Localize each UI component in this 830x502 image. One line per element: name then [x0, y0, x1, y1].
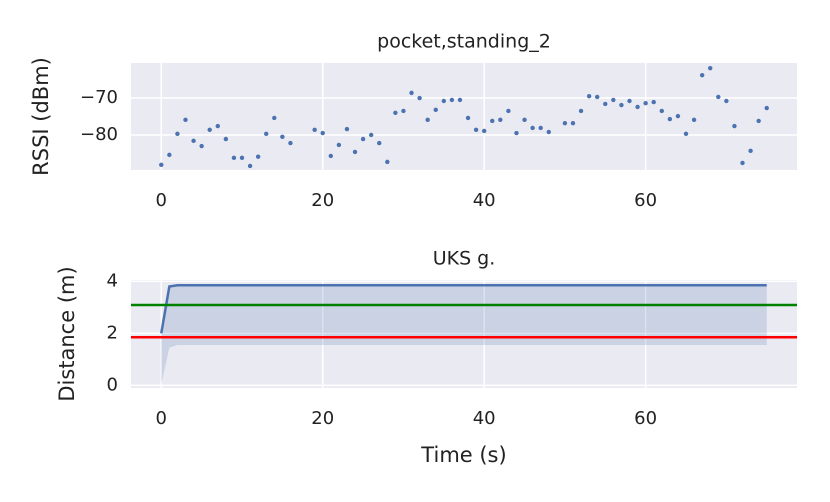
data-point	[522, 117, 527, 123]
x-tick-label: 60	[634, 190, 657, 211]
data-point	[748, 148, 753, 154]
data-point	[724, 98, 729, 104]
data-point	[457, 97, 463, 103]
data-point	[659, 108, 664, 114]
data-point	[320, 130, 325, 136]
chart-title: pocket,standing_2	[377, 31, 551, 53]
data-point	[360, 136, 366, 142]
x-tick-label: 0	[156, 190, 167, 211]
x-tick-label: 40	[473, 190, 496, 211]
data-point	[264, 131, 269, 137]
data-point	[183, 117, 188, 123]
data-point	[393, 110, 398, 116]
data-point	[611, 97, 616, 103]
y-tick-label: −70	[80, 87, 118, 108]
plot-area	[131, 63, 797, 170]
data-point	[223, 136, 229, 142]
data-point	[433, 107, 438, 113]
data-point	[417, 95, 422, 101]
data-point	[288, 140, 293, 146]
y-axis-label: RSSI (dBm)	[29, 57, 53, 176]
data-point	[619, 102, 624, 108]
data-point	[481, 128, 487, 134]
data-point	[586, 94, 592, 99]
data-point	[425, 117, 430, 123]
x-tick-label: 60	[634, 408, 657, 429]
data-point	[530, 125, 535, 131]
data-point	[756, 118, 761, 124]
data-point	[691, 117, 697, 123]
data-point	[683, 131, 689, 137]
data-point	[255, 154, 261, 159]
data-point	[514, 130, 519, 136]
data-point	[651, 99, 656, 105]
data-point	[352, 149, 358, 155]
x-tick-label: 20	[311, 190, 334, 211]
y-tick-label: 4	[107, 270, 118, 291]
data-point	[603, 101, 608, 107]
y-tick-label: −80	[80, 124, 118, 145]
data-point	[239, 155, 245, 161]
data-point	[401, 108, 406, 114]
data-point	[506, 108, 511, 114]
data-point	[699, 72, 705, 78]
data-point	[280, 134, 285, 139]
data-point	[546, 129, 551, 135]
data-point	[562, 120, 568, 126]
data-point	[377, 140, 382, 146]
data-point	[344, 126, 350, 132]
data-point	[473, 127, 479, 132]
data-point	[764, 105, 769, 111]
x-tick-label: 20	[311, 408, 334, 429]
data-point	[175, 131, 180, 137]
data-point	[215, 123, 220, 129]
data-point	[643, 101, 648, 106]
data-point	[167, 152, 172, 158]
data-point	[635, 104, 640, 110]
data-point	[627, 98, 632, 104]
data-point	[595, 94, 600, 100]
data-point	[272, 115, 277, 121]
y-tick-label: 2	[107, 322, 118, 343]
line	[160, 283, 767, 334]
data-point	[231, 155, 237, 161]
x-tick-label: 40	[473, 408, 496, 429]
data-point	[538, 125, 543, 131]
confidence-band	[161, 285, 767, 385]
data-point	[490, 118, 495, 124]
data-point	[498, 117, 503, 123]
x-tick-label: 0	[156, 408, 167, 429]
data-point	[675, 113, 681, 119]
data-point	[312, 127, 317, 132]
data-point	[441, 98, 447, 104]
data-point	[385, 159, 390, 165]
y-axis-label: Distance (m)	[55, 266, 79, 401]
data-point	[368, 132, 374, 138]
chart-title: UKS g.	[433, 248, 496, 270]
data-point	[667, 116, 673, 122]
data-point	[578, 108, 584, 114]
data-point	[159, 162, 164, 168]
data-point	[199, 143, 204, 149]
data-point	[328, 153, 333, 159]
data-point	[336, 142, 342, 148]
data-point	[732, 123, 737, 129]
data-point	[740, 160, 745, 166]
data-point	[449, 97, 455, 103]
data-point	[207, 127, 212, 132]
y-tick-label: 0	[107, 374, 118, 395]
data-point	[708, 65, 713, 71]
data-point	[191, 138, 196, 144]
data-point	[570, 120, 576, 126]
data-point	[465, 115, 471, 121]
data-point	[409, 90, 414, 96]
data-point	[247, 163, 253, 169]
x-axis-label: Time (s)	[420, 443, 506, 467]
data-point	[716, 94, 721, 100]
